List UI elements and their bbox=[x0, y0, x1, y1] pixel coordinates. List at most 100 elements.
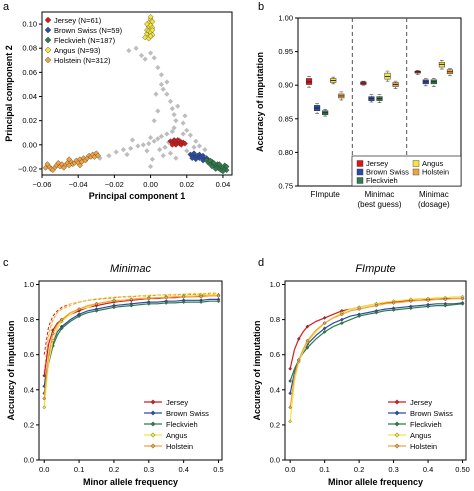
y-tick-label: 0.0 bbox=[270, 456, 280, 465]
point-other bbox=[164, 131, 170, 137]
legend-marker-fleckvieh bbox=[150, 421, 156, 427]
x-tick-label: 0.5 bbox=[213, 465, 223, 474]
panel-title: Minimac bbox=[110, 263, 151, 275]
y-axis-title: Accuracy of imputation bbox=[252, 320, 262, 420]
legend-label: Brown Swiss bbox=[366, 168, 409, 177]
point-holstein bbox=[51, 331, 55, 336]
point-brown-swiss bbox=[288, 391, 293, 396]
point-holstein bbox=[322, 321, 327, 326]
y-tick-label: 1.0 bbox=[270, 280, 280, 289]
y-tick-label: 0.8 bbox=[24, 315, 34, 324]
x-tick-label: 0.1 bbox=[74, 465, 84, 474]
point-other bbox=[196, 143, 203, 149]
point-angus bbox=[149, 27, 156, 33]
point-other bbox=[151, 138, 157, 144]
point-fleckvieh bbox=[426, 304, 430, 309]
point-other bbox=[158, 72, 165, 78]
legend-label: Brown Swiss bbox=[410, 409, 453, 418]
group-label: (best guess) bbox=[357, 200, 401, 209]
point-holstein bbox=[95, 152, 101, 159]
point-brown-swiss bbox=[189, 155, 196, 161]
legend-label: Jersey bbox=[166, 398, 188, 407]
y-axis-title: Accuracy of imputation bbox=[6, 320, 16, 420]
point-fleckvieh bbox=[374, 310, 379, 315]
point-other bbox=[191, 144, 197, 150]
panel-c-minimac-lines: c Minimac 0.0 0.1 0.2 0.3 0.4 0.5 0.0 0.2 0.4 0.6 0.… bbox=[3, 257, 224, 487]
x-tick-label: 0.2 bbox=[354, 465, 364, 474]
point-fleckvieh bbox=[460, 301, 465, 306]
point-fleckvieh bbox=[223, 163, 230, 170]
panel-title: FImpute bbox=[355, 263, 395, 275]
point-jersey bbox=[288, 366, 293, 371]
point-other bbox=[126, 48, 132, 54]
line-fleckvieh bbox=[43, 300, 219, 394]
point-jersey bbox=[169, 141, 176, 148]
y-tick-label: 0.4 bbox=[270, 385, 280, 394]
point-other bbox=[135, 143, 141, 149]
legend-marker-brown-swiss bbox=[394, 410, 400, 416]
plot-frame bbox=[284, 280, 467, 461]
panel-label-d: d bbox=[258, 257, 264, 269]
point-holstein bbox=[44, 161, 51, 168]
legend-label: Jersey bbox=[410, 398, 432, 407]
point-fleckvieh bbox=[164, 301, 169, 305]
point-holstein bbox=[374, 303, 379, 308]
y-tick-label: 0.0 bbox=[24, 456, 34, 465]
x-axis-title: Minor allele frequency bbox=[83, 477, 178, 487]
point-fleckvieh bbox=[322, 330, 327, 334]
point-other bbox=[128, 145, 134, 152]
point-jersey bbox=[322, 315, 327, 320]
legend-swatch-brown-swiss bbox=[356, 168, 364, 176]
legend-label: Angus bbox=[166, 431, 188, 440]
point-other bbox=[144, 148, 150, 154]
point-holstein bbox=[288, 405, 293, 410]
point-other bbox=[169, 128, 175, 135]
point-holstein bbox=[60, 164, 67, 171]
point-other bbox=[155, 64, 161, 71]
legend-marker-jersey bbox=[44, 16, 52, 24]
legend-label: Jersey bbox=[366, 159, 388, 168]
point-other bbox=[164, 79, 170, 85]
point-fleckvieh bbox=[216, 299, 221, 304]
legend-swatch-jersey bbox=[356, 160, 364, 167]
point-holstein bbox=[199, 294, 203, 299]
panel-label-c: c bbox=[3, 257, 9, 269]
point-other bbox=[193, 138, 199, 144]
point-fleckvieh bbox=[211, 160, 217, 166]
point-holstein bbox=[77, 162, 83, 169]
point-other bbox=[157, 147, 163, 153]
point-fleckvieh bbox=[94, 308, 99, 313]
x-tick-label: −0.06 bbox=[33, 180, 52, 189]
point-fleckvieh bbox=[199, 300, 203, 304]
legend-label: Fleckvieh bbox=[410, 420, 442, 429]
point-other bbox=[171, 125, 177, 131]
point-holstein bbox=[59, 317, 64, 322]
line-holstein bbox=[43, 295, 219, 399]
y-tick-label: 0.80 bbox=[278, 148, 293, 157]
point-other bbox=[171, 112, 177, 118]
legend-marker-brown-swiss bbox=[150, 410, 156, 416]
point-angus bbox=[147, 13, 154, 20]
point-fleckvieh bbox=[305, 345, 310, 350]
point-other bbox=[151, 55, 157, 61]
x-tick-label: 0.3 bbox=[388, 465, 398, 474]
plot-frame bbox=[41, 11, 233, 176]
panel-b-boxplot: b 0.75 0.80 0.85 0.90 0.95 1.00 Accuracy of imp… bbox=[255, 1, 462, 209]
point-other bbox=[162, 144, 168, 150]
point-other bbox=[173, 118, 179, 124]
point-fleckvieh bbox=[288, 379, 293, 383]
point-other bbox=[153, 91, 159, 97]
legend-swatch-angus bbox=[412, 160, 420, 167]
point-holstein bbox=[164, 295, 169, 300]
point-fleckvieh bbox=[216, 161, 223, 168]
point-other bbox=[155, 136, 161, 142]
legend-label: Holstein bbox=[422, 168, 449, 177]
legend-marker-fleckvieh bbox=[394, 421, 400, 427]
legend-swatch-holstein bbox=[412, 168, 420, 176]
y-tick-label: 0.08 bbox=[22, 44, 37, 53]
point-fleckvieh bbox=[207, 157, 214, 164]
x-tick-label: 0.2 bbox=[109, 465, 119, 474]
x-tick-label: −0.02 bbox=[105, 180, 124, 189]
legend-marker-holstein bbox=[394, 443, 400, 449]
